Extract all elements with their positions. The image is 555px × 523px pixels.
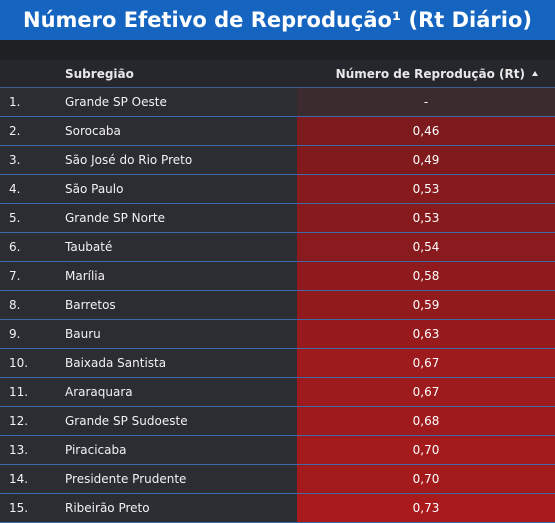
- subregion-name: São José do Rio Preto: [65, 153, 193, 167]
- row-index: 3.: [9, 153, 21, 167]
- rt-value-cell: 0,58: [297, 262, 555, 290]
- rt-value-cell: 0,73: [297, 494, 555, 522]
- column-header-subregion[interactable]: Subregião: [65, 67, 134, 81]
- subregion-name: Baixada Santista: [65, 356, 167, 370]
- rt-value-cell: -: [297, 88, 555, 116]
- row-index: 1.: [9, 95, 21, 109]
- subregion-name: Presidente Prudente: [65, 472, 187, 486]
- table-body: 1. Grande SP Oeste - 2. Sorocaba 0,46 3. São Jo…: [0, 88, 555, 523]
- row-index: 14.: [9, 472, 29, 486]
- rt-value-cell: 0,70: [297, 465, 555, 493]
- table-row[interactable]: 8. Barretos 0,59: [0, 291, 555, 320]
- row-index: 9.: [9, 327, 21, 341]
- rt-value-cell: 0,67: [297, 378, 555, 406]
- row-index: 11.: [9, 385, 29, 399]
- rt-value-cell: 0,70: [297, 436, 555, 464]
- subregion-name: Ribeirão Preto: [65, 501, 150, 515]
- row-index: 6.: [9, 240, 21, 254]
- table-header: Subregião Número de Reprodução (Rt): [0, 60, 555, 88]
- rt-value-cell: 0,46: [297, 117, 555, 145]
- table-row[interactable]: 13. Piracicaba 0,70: [0, 436, 555, 465]
- rt-table: Subregião Número de Reprodução (Rt) 1. Gr…: [0, 60, 555, 523]
- subregion-name: Grande SP Sudoeste: [65, 414, 188, 428]
- row-index: 15.: [9, 501, 29, 515]
- subregion-name: Bauru: [65, 327, 101, 341]
- rt-value-cell: 0,63: [297, 320, 555, 348]
- subregion-name: Grande SP Norte: [65, 211, 166, 225]
- subregion-name: Sorocaba: [65, 124, 121, 138]
- subregion-name: Marília: [65, 269, 105, 283]
- subregion-name: São Paulo: [65, 182, 124, 196]
- table-row[interactable]: 12. Grande SP Sudoeste 0,68: [0, 407, 555, 436]
- table-row[interactable]: 7. Marília 0,58: [0, 262, 555, 291]
- table-row[interactable]: 10. Baixada Santista 0,67: [0, 349, 555, 378]
- subregion-name: Grande SP Oeste: [65, 95, 167, 109]
- subregion-name: Taubaté: [65, 240, 113, 254]
- row-index: 2.: [9, 124, 21, 138]
- row-index: 4.: [9, 182, 21, 196]
- table-row[interactable]: 1. Grande SP Oeste -: [0, 88, 555, 117]
- column-header-rt[interactable]: Número de Reprodução (Rt): [335, 67, 525, 81]
- row-index: 5.: [9, 211, 21, 225]
- row-index: 8.: [9, 298, 21, 312]
- table-row[interactable]: 2. Sorocaba 0,46: [0, 117, 555, 146]
- table-row[interactable]: 3. São José do Rio Preto 0,49: [0, 146, 555, 175]
- rt-value-cell: 0,53: [297, 175, 555, 203]
- page-title: Número Efetivo de Reprodução¹ (Rt Diário…: [23, 8, 532, 32]
- table-row[interactable]: 6. Taubaté 0,54: [0, 233, 555, 262]
- table-row[interactable]: 4. São Paulo 0,53: [0, 175, 555, 204]
- page-header: Número Efetivo de Reprodução¹ (Rt Diário…: [0, 0, 555, 40]
- row-index: 7.: [9, 269, 21, 283]
- table-row[interactable]: 9. Bauru 0,63: [0, 320, 555, 349]
- table-row[interactable]: 15. Ribeirão Preto 0,73: [0, 494, 555, 523]
- subregion-name: Araraquara: [65, 385, 133, 399]
- row-index: 12.: [9, 414, 29, 428]
- header-separator: [0, 40, 555, 60]
- rt-value-cell: 0,49: [297, 146, 555, 174]
- table-row[interactable]: 14. Presidente Prudente 0,70: [0, 465, 555, 494]
- rt-value-cell: 0,68: [297, 407, 555, 435]
- rt-value-cell: 0,67: [297, 349, 555, 377]
- sort-ascending-icon[interactable]: [532, 71, 538, 76]
- table-row[interactable]: 5. Grande SP Norte 0,53: [0, 204, 555, 233]
- row-index: 13.: [9, 443, 29, 457]
- row-index: 10.: [9, 356, 29, 370]
- table-row[interactable]: 11. Araraquara 0,67: [0, 378, 555, 407]
- rt-value-cell: 0,59: [297, 291, 555, 319]
- subregion-name: Piracicaba: [65, 443, 127, 457]
- rt-value-cell: 0,53: [297, 204, 555, 232]
- subregion-name: Barretos: [65, 298, 116, 312]
- rt-value-cell: 0,54: [297, 233, 555, 261]
